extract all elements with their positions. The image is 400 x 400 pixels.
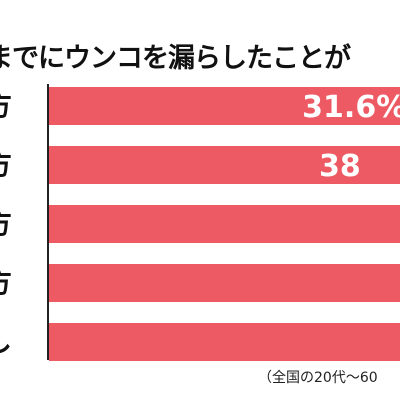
category-axis-line — [47, 84, 49, 360]
bar-2 — [49, 146, 400, 184]
category-label-5: し — [0, 322, 44, 362]
category-label-4: 方 — [0, 263, 44, 303]
footnote: （全国の20代～60 — [258, 370, 378, 386]
bar-4 — [49, 264, 400, 302]
category-label-2: 方 — [0, 145, 44, 185]
category-labels: 方 方 方 方 し — [0, 0, 46, 400]
bar-5 — [49, 323, 400, 361]
category-label-1: 方 — [0, 86, 44, 126]
bar-1 — [49, 87, 400, 125]
data-label-2: 38 — [319, 149, 361, 184]
data-label-1: 31.6% — [302, 90, 400, 125]
chart-title: までにウンコを漏らしたことが — [0, 43, 351, 74]
bar-3 — [49, 205, 400, 243]
category-label-3: 方 — [0, 204, 44, 244]
